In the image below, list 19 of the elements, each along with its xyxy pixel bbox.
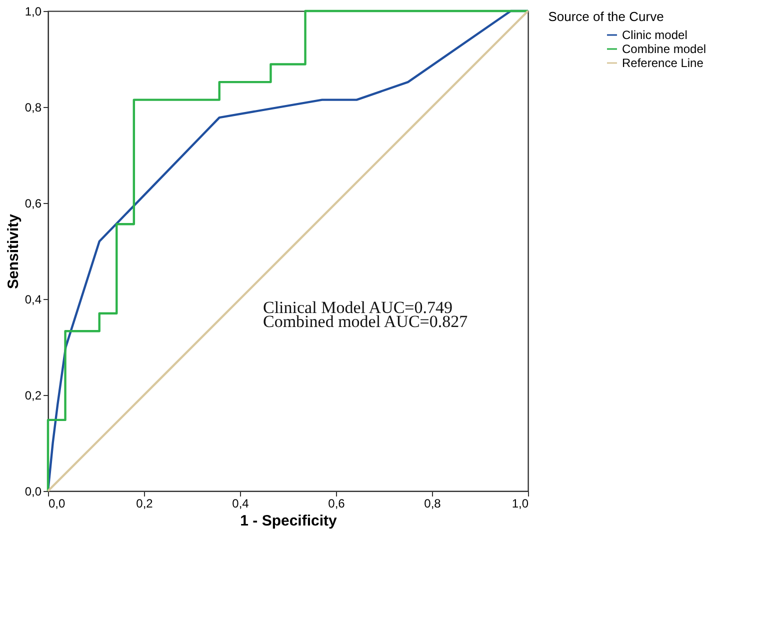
x-tick-label: 0,6	[328, 496, 346, 510]
y-tick-label: 1,0	[24, 4, 42, 18]
annotation: Combined model AUC=0.827	[263, 312, 468, 331]
legend-title: Source of the Curve	[548, 9, 664, 24]
y-tick-label: 0,4	[24, 292, 42, 306]
y-axis-title: Sensitivity	[4, 213, 22, 290]
y-tick-label: 0,8	[24, 100, 42, 114]
legend-label: Reference Line	[622, 56, 704, 70]
x-tick-label: 1,0	[512, 496, 529, 510]
x-tick-label: 0,8	[424, 496, 442, 510]
legend-label: Clinic model	[622, 28, 688, 42]
y-tick-label: 0,6	[24, 196, 42, 210]
x-axis-title: 1 - Specificity	[240, 512, 338, 530]
x-tick-label: 0,0	[48, 496, 66, 510]
x-tick-label: 0,2	[136, 496, 154, 510]
x-tick-label: 0,4	[232, 496, 250, 510]
y-tick-label: 0,2	[24, 388, 42, 402]
legend-label: Combine model	[622, 42, 706, 56]
y-tick-label: 0,0	[24, 484, 42, 498]
